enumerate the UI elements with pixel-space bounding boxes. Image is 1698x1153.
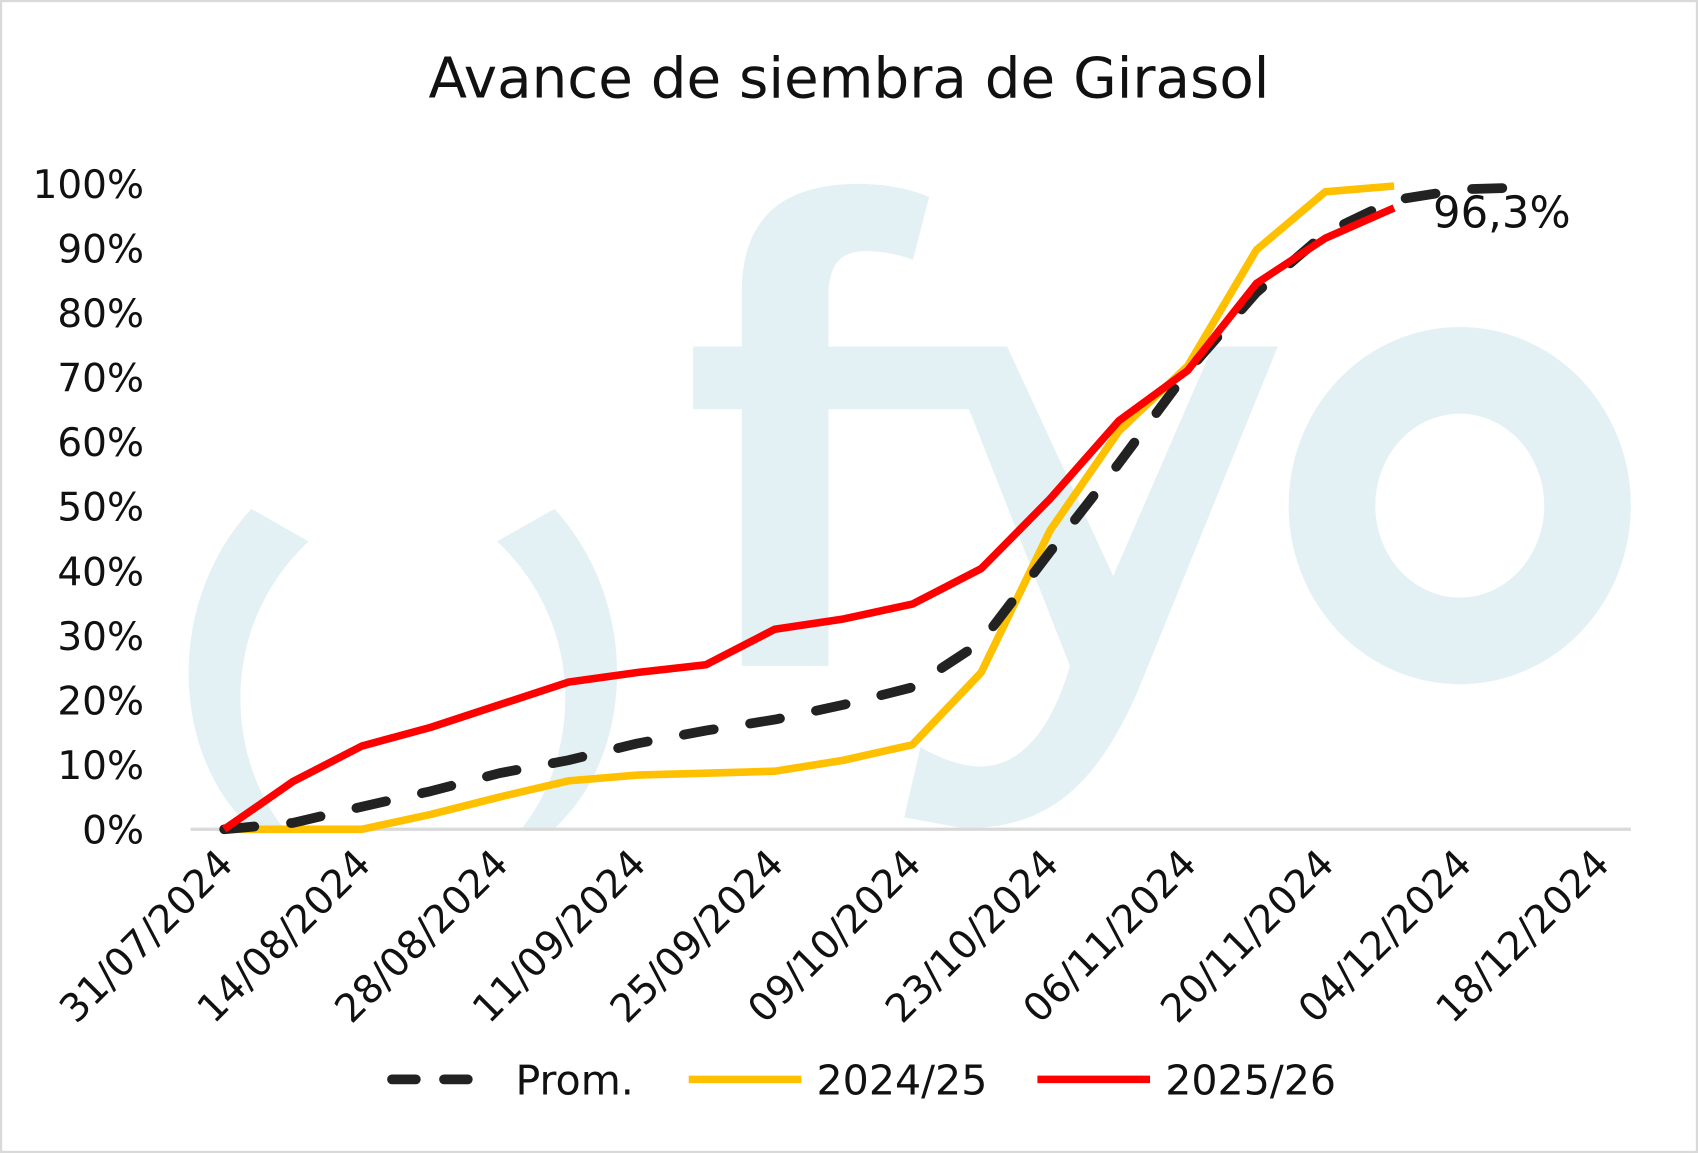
- legend-label: 2024/25: [817, 1057, 988, 1105]
- chart-title: Avance de siembra de Girasol: [429, 46, 1270, 111]
- y-tick-label: 100%: [33, 163, 144, 208]
- series-line-2025-26: [222, 204, 1396, 833]
- series-group: [219, 182, 1537, 835]
- legend-label: 2025/26: [1165, 1057, 1336, 1105]
- y-tick-label: 0%: [82, 808, 144, 853]
- data-label-2025-26-last: 96,3%: [1433, 188, 1571, 238]
- y-tick-label: 70%: [57, 357, 144, 402]
- y-tick-label: 30%: [57, 615, 144, 660]
- y-tick-label: 20%: [57, 679, 144, 724]
- y-tick-label: 90%: [57, 228, 144, 273]
- legend-label: Prom.: [515, 1057, 633, 1105]
- legend: Prom. 2024/25 2025/26: [387, 1057, 1336, 1105]
- y-tick-label: 50%: [57, 486, 144, 531]
- y-axis: 0% 10% 20% 30% 40% 50% 60% 70% 80% 90% 100%: [33, 163, 144, 853]
- watermark-logo: [188, 183, 1631, 829]
- y-tick-label: 40%: [57, 550, 144, 595]
- y-tick-label: 80%: [57, 292, 144, 337]
- series-line-2024-25: [224, 182, 1395, 834]
- y-tick-label: 10%: [57, 744, 144, 789]
- y-tick-label: 60%: [57, 421, 144, 466]
